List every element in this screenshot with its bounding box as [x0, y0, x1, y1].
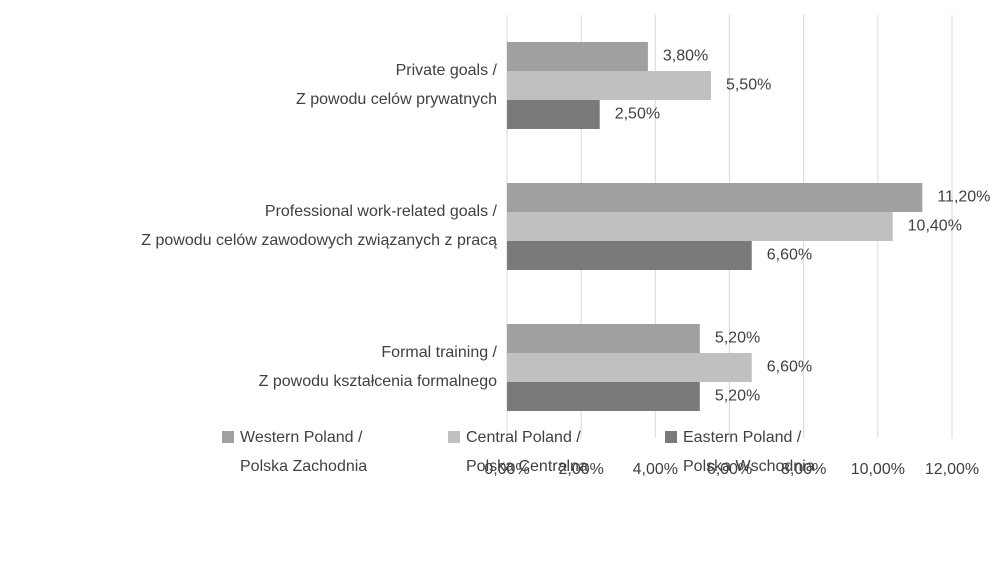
legend-swatch [222, 431, 234, 443]
legend-swatch [665, 431, 677, 443]
data-label: 5,20% [715, 388, 760, 405]
category-label: Professional work-related goals / [265, 203, 498, 220]
x-tick-label: 12,00% [925, 461, 979, 478]
bar [507, 100, 600, 129]
category-label: Z powodu kształcenia formalnego [259, 373, 497, 390]
legend-label: Western Poland / [240, 429, 363, 446]
x-tick-label: 8,00% [781, 461, 826, 478]
bar [507, 71, 711, 100]
legend-label: Eastern Poland / [683, 429, 802, 446]
bar [507, 42, 648, 71]
bar [507, 382, 700, 411]
data-label: 2,50% [615, 106, 660, 123]
bar [507, 324, 700, 353]
bar [507, 353, 752, 382]
x-tick-label: 0,00% [484, 461, 529, 478]
legend-label: Polska Centralna [466, 458, 588, 475]
category-label: Z powodu celów zawodowych związanych z p… [141, 232, 497, 249]
bar [507, 212, 893, 241]
data-label: 5,50% [726, 77, 771, 94]
data-label: 3,80% [663, 48, 708, 65]
category-label: Private goals / [396, 62, 498, 79]
bar [507, 183, 923, 212]
data-label: 6,60% [767, 247, 812, 264]
data-label: 10,40% [908, 218, 962, 235]
x-tick-label: 4,00% [633, 461, 678, 478]
data-label: 11,20% [937, 189, 990, 206]
legend-label: Polska Zachodnia [240, 458, 367, 475]
data-label: 6,60% [767, 359, 812, 376]
bar [507, 241, 752, 270]
x-tick-label: 6,00% [707, 461, 752, 478]
category-label: Z powodu celów prywatnych [296, 91, 497, 108]
legend-swatch [448, 431, 460, 443]
legend-label: Central Poland / [466, 429, 581, 446]
x-tick-label: 10,00% [851, 461, 905, 478]
legend-label: Polska Wschodnia [683, 458, 815, 475]
data-label: 5,20% [715, 330, 760, 347]
category-label: Formal training / [381, 344, 497, 361]
x-tick-label: 2,00% [558, 461, 603, 478]
